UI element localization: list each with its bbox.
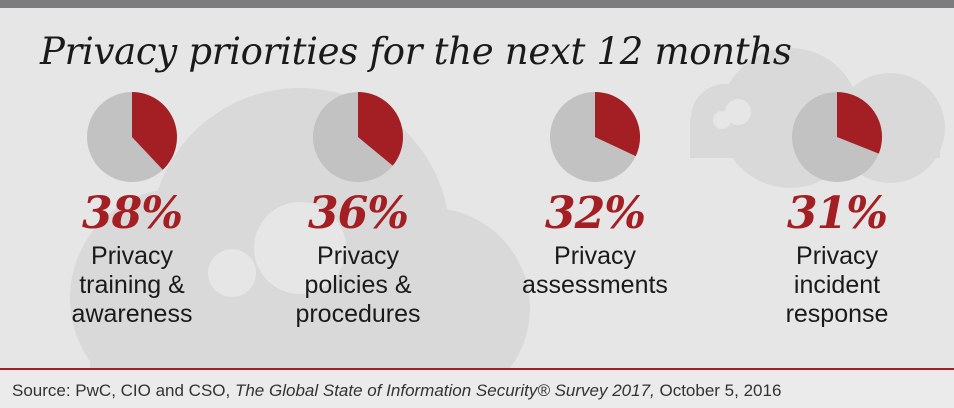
pie-slice-incident-response <box>837 92 882 154</box>
label-policies: Privacy policies & procedures <box>295 242 421 328</box>
stat-training: 38% Privacy training & awareness <box>22 92 242 329</box>
pie-slice-assessments <box>595 92 640 157</box>
label-training: Privacy training & awareness <box>71 242 193 328</box>
stat-policies: 36% Privacy policies & procedures <box>248 92 468 329</box>
pie-chart-assessments <box>550 92 640 182</box>
pie-slice-policies <box>358 92 403 166</box>
pie-chart-policies <box>313 92 403 182</box>
chart-title: Privacy priorities for the next 12 month… <box>40 30 792 73</box>
source-citation: Source: PwC, CIO and CSO, The Global Sta… <box>12 381 781 401</box>
percent-assessments: 32% <box>544 188 646 239</box>
percent-incident-response: 31% <box>786 188 888 239</box>
source-publication: The Global State of Information Security… <box>234 381 655 400</box>
top-bar <box>0 0 954 8</box>
source-prefix: Source: PwC, CIO and CSO, <box>12 381 235 400</box>
pie-chart-training <box>87 92 177 182</box>
pie-slice-training <box>132 92 177 170</box>
percent-training: 38% <box>81 188 183 239</box>
source-divider <box>0 368 954 370</box>
stat-incident-response: 31% Privacy incident response <box>727 92 947 329</box>
source-footer: Source: PwC, CIO and CSO, The Global Sta… <box>0 370 954 408</box>
percent-policies: 36% <box>307 188 409 239</box>
stat-assessments: 32% Privacy assessments <box>485 92 705 300</box>
source-date: October 5, 2016 <box>654 381 782 400</box>
label-incident-response: Privacy incident response <box>785 242 889 328</box>
pie-chart-incident-response <box>792 92 882 182</box>
label-assessments: Privacy assessments <box>522 242 668 299</box>
